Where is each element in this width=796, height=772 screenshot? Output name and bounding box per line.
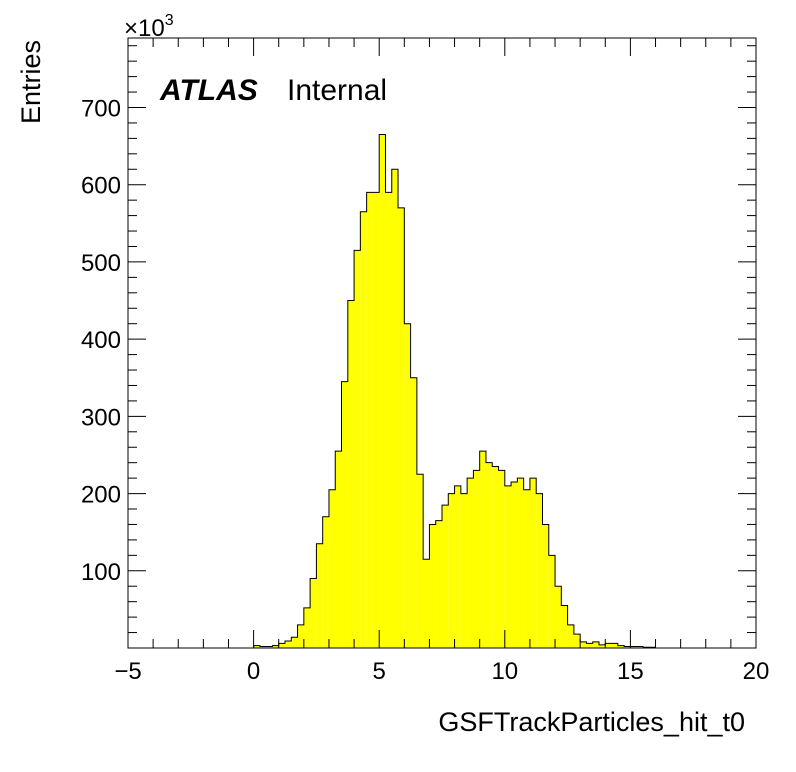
histogram-bin <box>485 462 493 648</box>
histogram-bars <box>253 134 681 649</box>
histogram-bin <box>272 645 279 648</box>
histogram-bin <box>548 555 556 648</box>
histogram-bin <box>617 645 625 648</box>
x-axis-title: GSFTrackParticles_hit_t0 <box>438 707 745 737</box>
histogram-bin <box>423 559 430 648</box>
histogram-bin <box>316 543 323 648</box>
histogram-bin <box>611 643 618 648</box>
plot-frame <box>127 37 757 649</box>
histogram-bin <box>586 643 593 648</box>
histogram-bin <box>435 520 442 648</box>
histogram-bin <box>416 474 424 648</box>
histogram-bin <box>592 641 599 648</box>
y-tick-label: 200 <box>81 482 121 509</box>
multiplier-exponent: 3 <box>165 12 174 29</box>
histogram-bin <box>259 646 267 648</box>
histogram-bin <box>285 641 292 648</box>
histogram-bin <box>542 524 549 648</box>
histogram-bin <box>328 489 336 648</box>
histogram-bin <box>291 637 298 648</box>
histogram-bin <box>605 643 612 648</box>
y-tick-label: 700 <box>81 95 121 122</box>
histogram-bin <box>498 470 505 648</box>
x-tick-label: 5 <box>373 658 386 685</box>
histogram-bin <box>404 323 411 648</box>
x-tick-label: 0 <box>247 658 260 685</box>
histogram-bin <box>398 207 405 648</box>
histogram-bin <box>410 377 417 648</box>
histogram-bin <box>429 524 436 648</box>
histogram-bin <box>567 624 574 648</box>
histogram-bin <box>460 493 468 648</box>
histogram-bin <box>266 646 273 648</box>
histogram-bin <box>511 481 518 648</box>
histogram-bin <box>555 586 562 648</box>
x-tick-label: −5 <box>114 658 141 685</box>
x-tick-label: 15 <box>617 658 644 685</box>
histogram-bin <box>517 478 524 648</box>
y-tick-label: 100 <box>81 559 121 586</box>
histogram-bin <box>366 192 373 649</box>
histogram-bin <box>379 134 386 648</box>
histogram-bin <box>630 646 637 648</box>
histogram-bin <box>561 605 568 648</box>
histogram-bin <box>536 493 543 648</box>
histogram-bin <box>599 644 606 648</box>
histogram-bin <box>391 169 399 649</box>
histogram-bin <box>354 250 361 648</box>
histogram-outline <box>253 134 681 649</box>
histogram-bin <box>479 451 486 648</box>
histogram-bin <box>473 470 480 648</box>
histogram-bin <box>310 578 317 648</box>
histogram-bin <box>360 211 367 648</box>
histogram-bin <box>297 624 304 648</box>
histogram-bin <box>347 300 355 648</box>
histogram-bin <box>253 645 260 648</box>
histogram-bin <box>372 192 380 649</box>
histogram-bin <box>385 192 392 649</box>
histogram-bin <box>448 493 455 648</box>
histogram-bin <box>335 451 342 648</box>
histogram-bin <box>573 634 581 648</box>
histogram-bin <box>278 643 285 648</box>
histogram-bin <box>636 646 643 648</box>
histogram-bin <box>303 607 311 648</box>
x-tick-label: 20 <box>743 658 770 685</box>
histogram-bin <box>454 485 461 648</box>
y-axis-multiplier: ×103 <box>124 12 174 42</box>
histogram-bin <box>322 516 329 648</box>
y-tick-label: 400 <box>81 327 121 354</box>
histogram-bin <box>523 489 530 648</box>
histogram-bin <box>580 641 587 648</box>
histogram-bin <box>504 485 512 648</box>
y-tick-label: 600 <box>81 173 121 200</box>
x-tick-label: 10 <box>491 658 518 685</box>
histogram-bin <box>442 505 449 648</box>
tick-labels: −5 0 5 10 15 20 100 200 300 400 500 600 700 <box>81 95 769 685</box>
y-tick-label: 500 <box>81 250 121 277</box>
y-tick-label: 300 <box>81 404 121 431</box>
histogram-bin <box>529 478 537 648</box>
histogram-bin <box>624 646 631 648</box>
atlas-label: ATLAS <box>159 74 258 107</box>
axis-ticks <box>127 38 757 648</box>
internal-label: Internal <box>287 74 387 107</box>
multiplier-base: ×10 <box>124 15 165 42</box>
histogram-bin <box>492 466 499 648</box>
y-axis-title: Entries <box>16 40 46 124</box>
histogram-bin <box>341 381 348 648</box>
histogram-bin <box>467 478 474 648</box>
